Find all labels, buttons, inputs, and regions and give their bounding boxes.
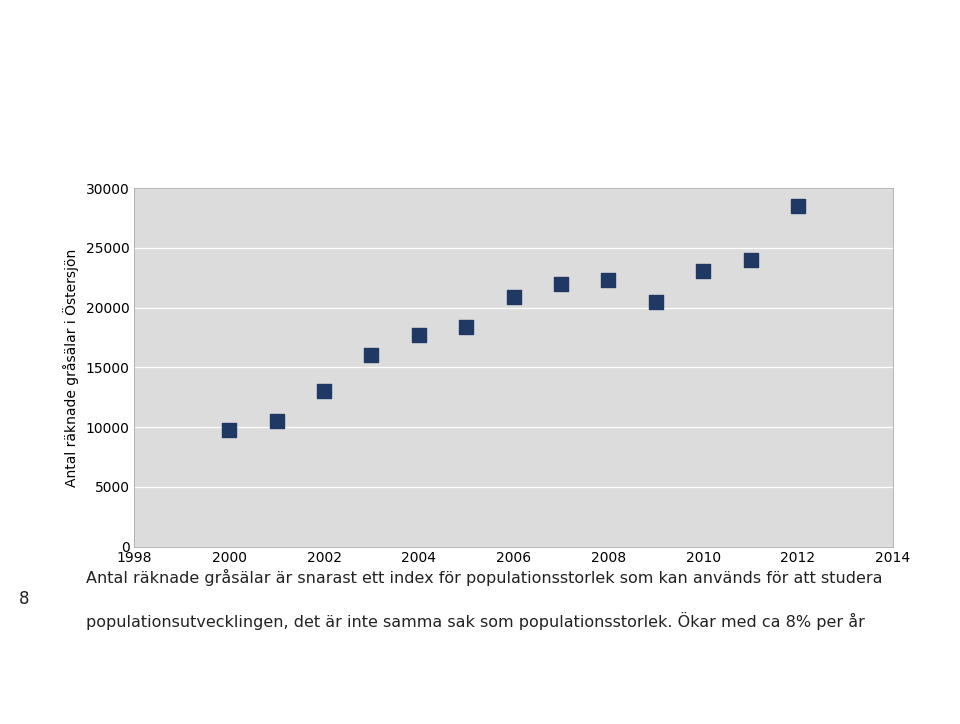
Point bbox=[269, 416, 284, 427]
Point bbox=[553, 278, 568, 290]
Point bbox=[364, 350, 379, 361]
Y-axis label: Antal räknade gråsälar i Östersjön: Antal räknade gråsälar i Östersjön bbox=[62, 248, 79, 487]
Text: (Sverige, Finland , Estland  och Ryssland): (Sverige, Finland , Estland och Ryssland… bbox=[38, 106, 722, 133]
Text: Räknade gråsälar i Östersjön 2000-2012: Räknade gråsälar i Östersjön 2000-2012 bbox=[38, 44, 700, 77]
Text: populationsutvecklingen, det är inte samma sak som populationsstorlek. Ökar med : populationsutvecklingen, det är inte sam… bbox=[86, 612, 865, 630]
Text: riksmuseet: riksmuseet bbox=[854, 80, 924, 93]
Text: Antal räknade gråsälar är snarast ett index för populationsstorlek som kan använ: Antal räknade gråsälar är snarast ett in… bbox=[86, 569, 883, 586]
Point bbox=[459, 321, 474, 332]
Point bbox=[506, 291, 521, 303]
Point bbox=[648, 296, 663, 308]
Text: 8: 8 bbox=[19, 590, 30, 608]
Point bbox=[695, 265, 710, 277]
Circle shape bbox=[799, 25, 822, 40]
Point bbox=[743, 254, 758, 266]
Text: Naturhistoriska: Naturhistoriska bbox=[854, 49, 949, 62]
Circle shape bbox=[751, 25, 773, 40]
Point bbox=[222, 424, 237, 435]
Point bbox=[411, 329, 426, 341]
Point bbox=[790, 201, 805, 212]
Point bbox=[317, 385, 332, 397]
Point bbox=[601, 274, 616, 286]
